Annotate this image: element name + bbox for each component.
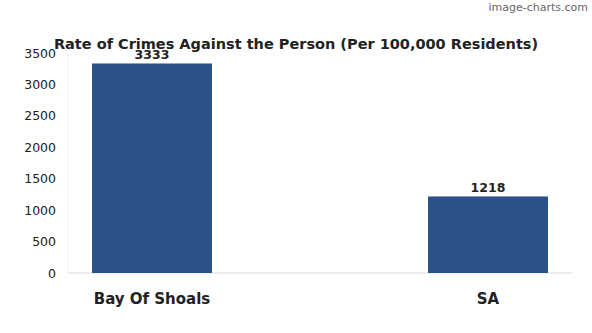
y-tick-label: 3500 [24,46,56,61]
y-tick [64,273,68,274]
data-label: 1218 [471,180,506,195]
chart: image-charts.com Rate of Crimes Against t… [0,0,592,333]
x-tick-label: Bay Of Shoals [94,290,211,308]
bars [92,63,548,273]
x-tick-label: SA [477,290,500,308]
y-tick-label: 0 [48,266,56,281]
y-tick [64,53,68,54]
y-tick [64,210,68,211]
watermark: image-charts.com [488,1,588,14]
y-tick [64,84,68,85]
y-tick-label: 2500 [24,108,56,123]
data-label: 3333 [135,47,170,62]
y-tick-label: 2000 [24,140,56,155]
bar [92,63,212,273]
y-tick [64,147,68,148]
chart-title: Rate of Crimes Against the Person (Per 1… [54,36,538,52]
y-axis-line [68,53,69,273]
y-tick [64,241,68,242]
y-tick-label: 1500 [24,171,56,186]
y-tick-label: 500 [32,234,56,249]
y-tick [64,115,68,116]
bar [428,196,548,273]
y-tick [64,178,68,179]
y-tick-label: 1000 [24,203,56,218]
y-tick-label: 3000 [24,77,56,92]
